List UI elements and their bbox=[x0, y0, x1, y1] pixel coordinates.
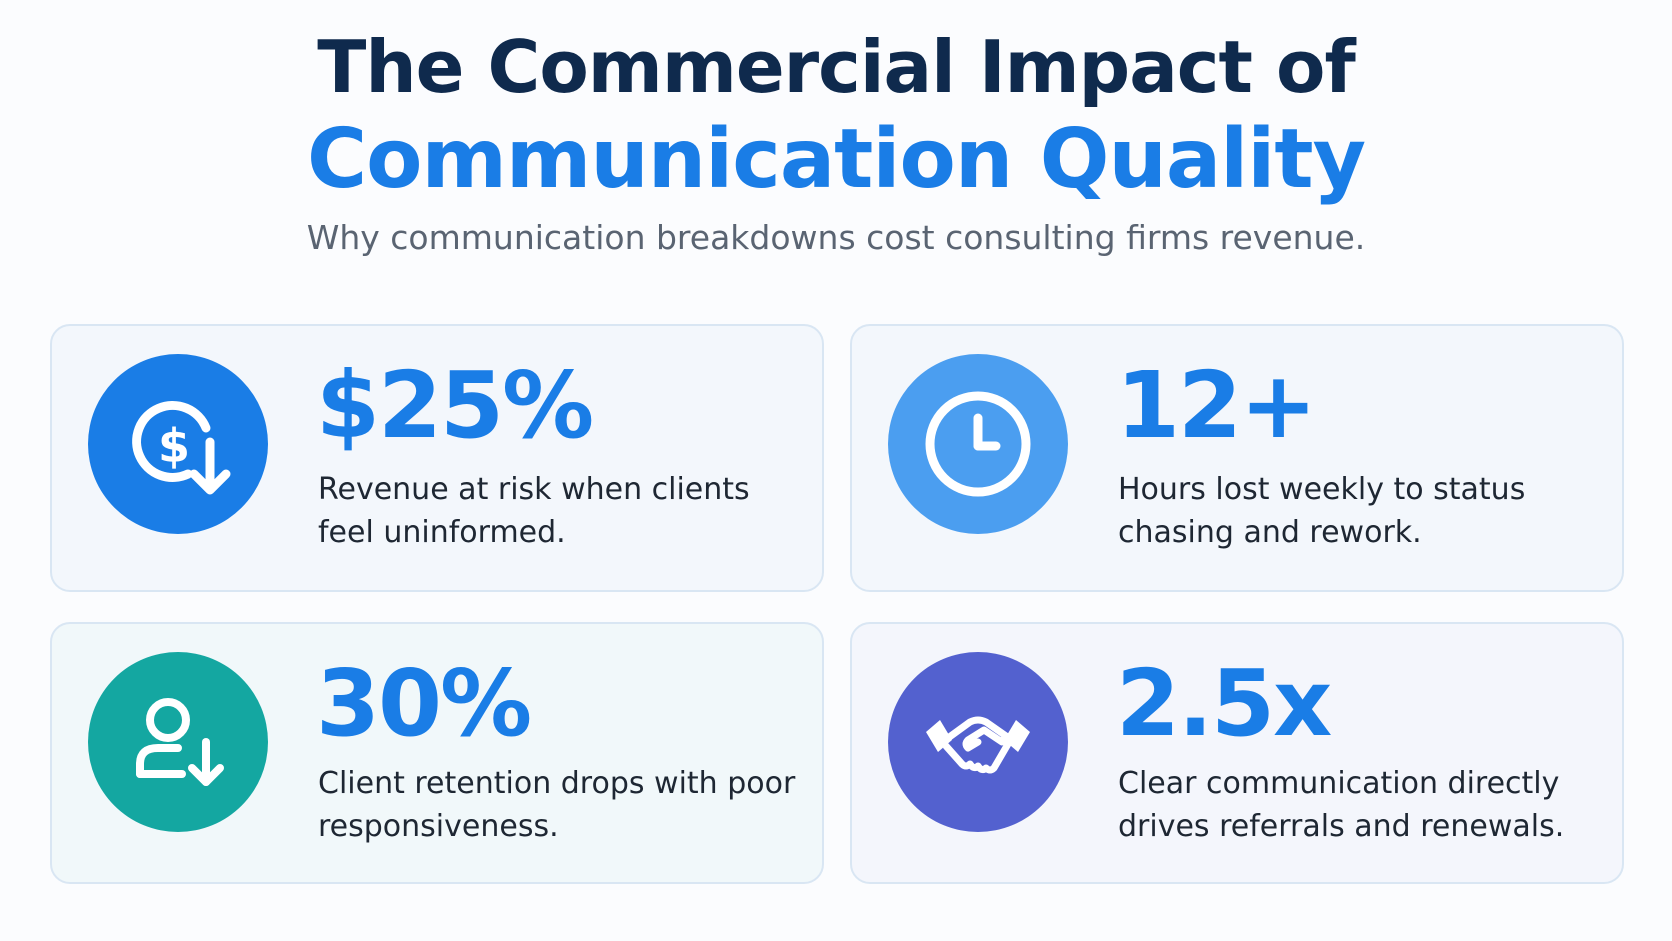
subtitle: Why communication breakdowns cost consul… bbox=[306, 218, 1366, 257]
stat-value: 30% bbox=[316, 650, 532, 757]
title-line-2: Communication Quality bbox=[306, 112, 1366, 207]
stat-value: 12+ bbox=[1116, 352, 1317, 459]
dollar-down-icon: $ bbox=[88, 354, 268, 534]
stat-description: Revenue at risk when clients feel uninfo… bbox=[318, 472, 750, 550]
stat-card-client-retention: 30% Client retention drops with poor res… bbox=[50, 622, 824, 884]
stat-value: 2.5x bbox=[1116, 650, 1332, 757]
stat-value: $25% bbox=[316, 352, 594, 459]
svg-text:$: $ bbox=[158, 419, 190, 473]
stat-description: Hours lost weekly to status chasing and … bbox=[1118, 472, 1526, 550]
stat-card-referrals: 2.5x Clear communication directly drives… bbox=[850, 622, 1624, 884]
stat-description: Client retention drops with poor respons… bbox=[318, 766, 796, 844]
stat-card-hours-lost: 12+ Hours lost weekly to status chasing … bbox=[850, 324, 1624, 592]
title-line-1: The Commercial Impact of bbox=[317, 25, 1356, 109]
stat-card-revenue-risk: $ $25% Revenue at risk when clients feel… bbox=[50, 324, 824, 592]
handshake-icon bbox=[888, 652, 1068, 832]
user-down-icon bbox=[88, 652, 268, 832]
stat-description: Clear communication directly drives refe… bbox=[1118, 766, 1565, 844]
clock-icon bbox=[888, 354, 1068, 534]
